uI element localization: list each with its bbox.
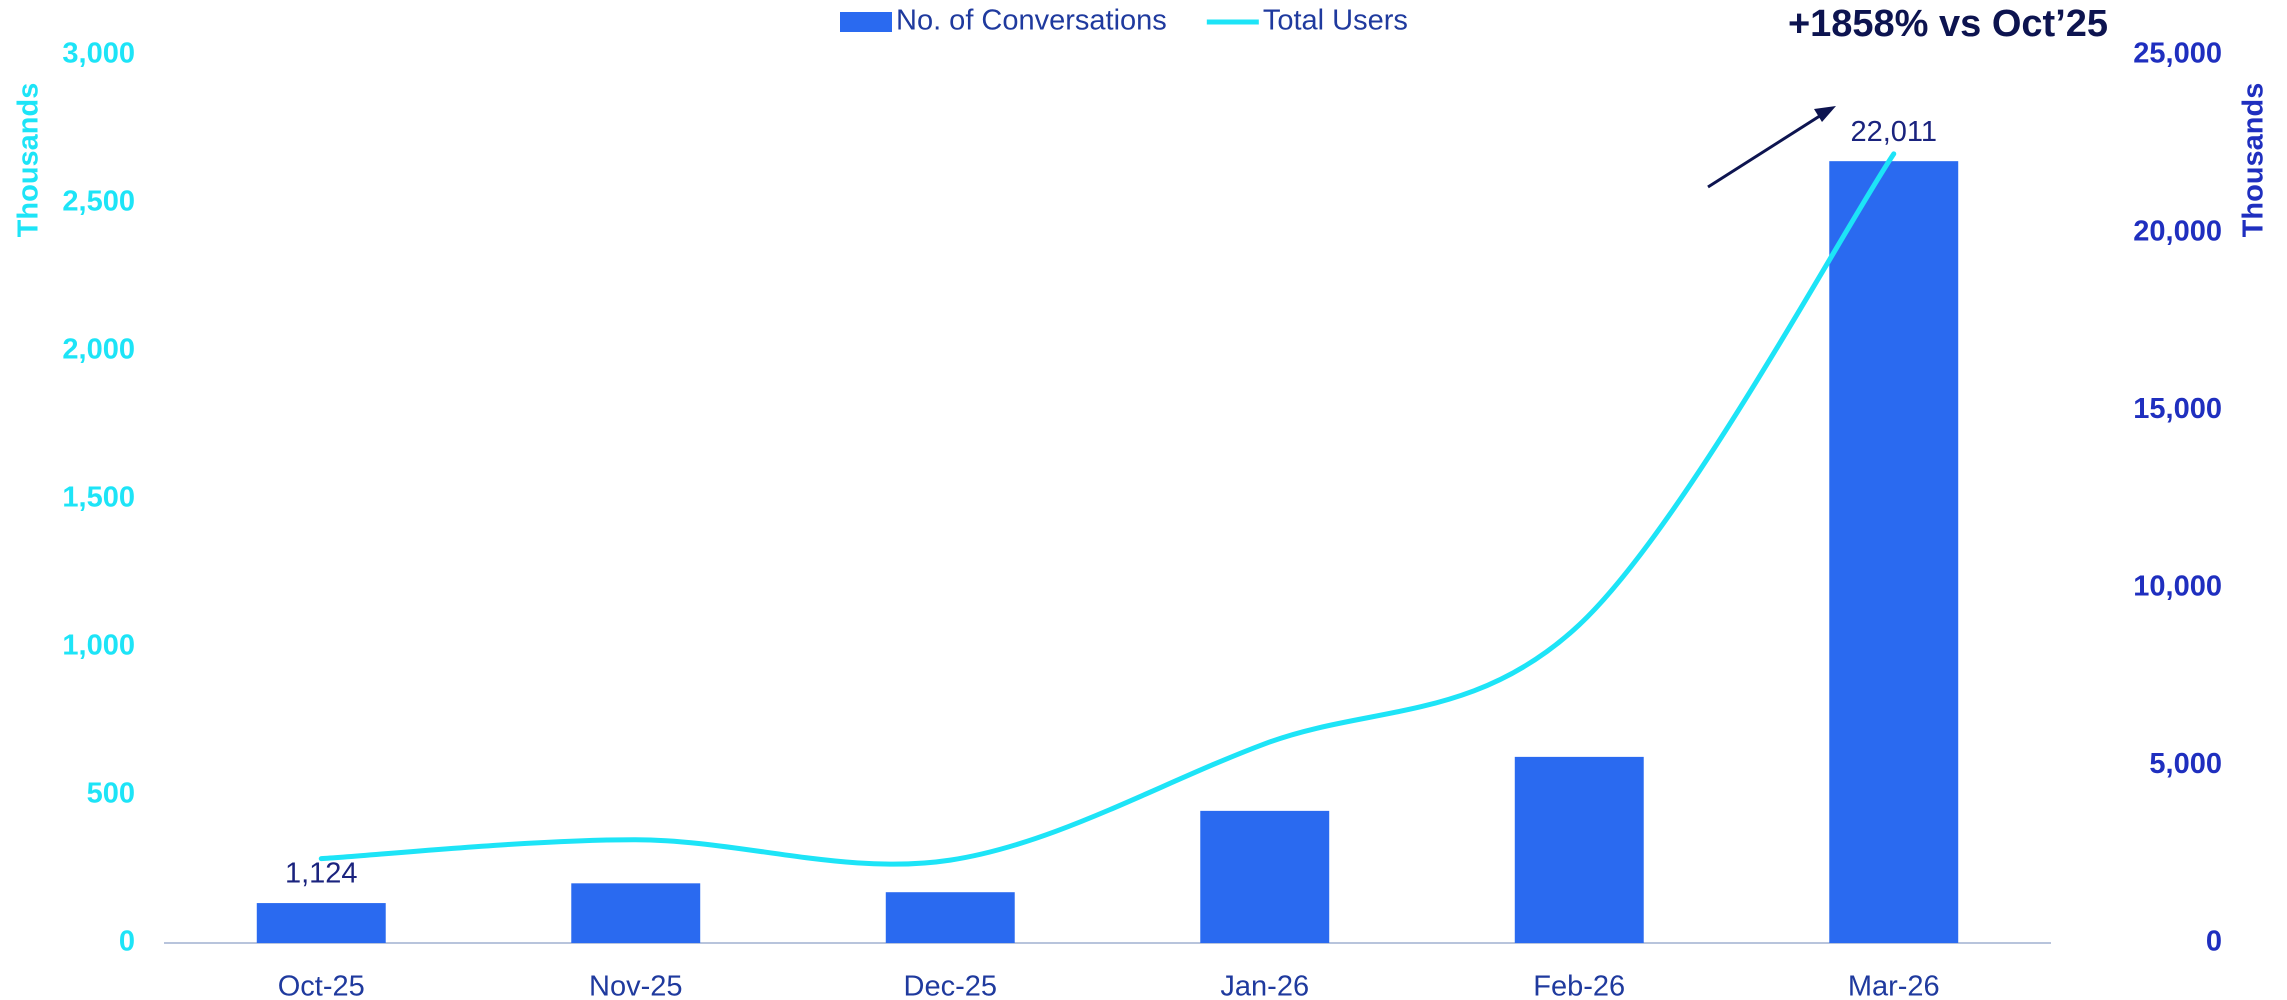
y-tick-label: 500 [87, 778, 135, 810]
y2-tick-label: 10,000 [2133, 570, 2222, 602]
x-tick-label: Mar-26 [1848, 971, 1940, 1000]
annotation: +1858% vs Oct’25 [1788, 3, 2108, 45]
y-tick-label: 3,000 [62, 38, 135, 70]
bar [256, 903, 386, 943]
bar [571, 883, 701, 943]
x-tick-label: Dec-25 [904, 971, 998, 1000]
y2-tick-label: 20,000 [2133, 215, 2222, 247]
y2-axis-label: Thousands [2238, 83, 2270, 238]
arrow [1707, 110, 1827, 189]
y-axis-label: Thousands [13, 83, 45, 238]
y2-tick-label: 15,000 [2133, 393, 2222, 425]
legend-label: Total Users [1263, 5, 1408, 37]
x-tick-label: Oct-25 [278, 971, 365, 1000]
y-tick-label: 1,500 [62, 482, 135, 514]
y2-tick-label: 0 [2206, 926, 2222, 958]
data-label: 22,011 [1850, 116, 1937, 148]
data-label: 1,124 [285, 858, 358, 890]
x-tick-label: Jan-26 [1220, 971, 1309, 1000]
y-tick-label: 0 [119, 926, 135, 958]
x-tick-label: Feb-26 [1533, 971, 1625, 1000]
arrow-head [1814, 106, 1836, 122]
y2-tick-label: 5,000 [2149, 748, 2222, 780]
bar [885, 892, 1015, 943]
y2-tick-label: 25,000 [2133, 38, 2222, 70]
legend-label: No. of Conversations [896, 5, 1167, 37]
legend-swatch [840, 12, 892, 32]
bar [1514, 756, 1644, 943]
x-tick-label: Nov-25 [589, 971, 683, 1000]
y-tick-label: 2,000 [62, 334, 135, 366]
y-tick-label: 1,000 [62, 630, 135, 662]
line [318, 151, 1897, 867]
bar [1829, 161, 1959, 943]
y-tick-label: 2,500 [62, 186, 135, 218]
bar [1200, 810, 1330, 943]
